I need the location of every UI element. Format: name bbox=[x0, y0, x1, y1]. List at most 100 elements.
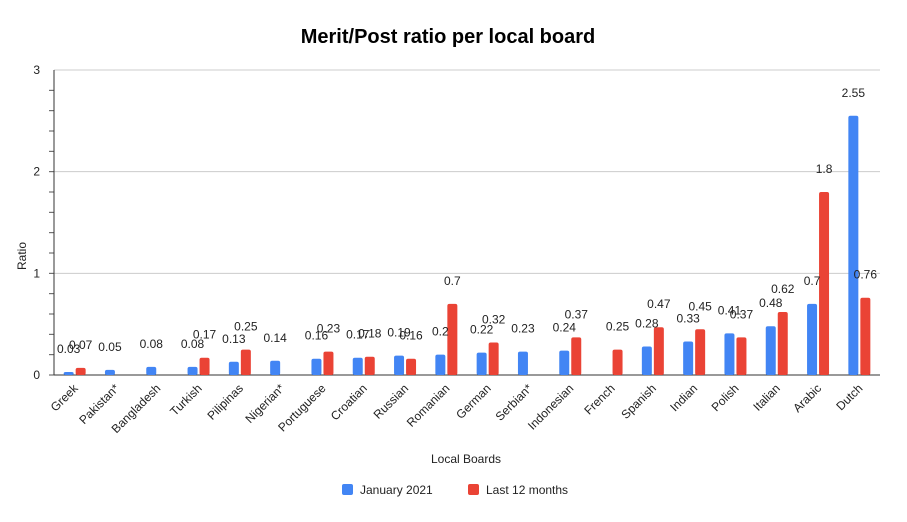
x-category-label: Russian bbox=[371, 381, 412, 422]
bar bbox=[476, 352, 487, 375]
gridlines bbox=[49, 69, 880, 376]
data-label: 0.32 bbox=[482, 312, 506, 326]
bar bbox=[228, 361, 239, 375]
data-label: 0.17 bbox=[346, 328, 370, 342]
bar bbox=[641, 346, 652, 375]
data-label: 0.19 bbox=[387, 326, 411, 340]
bar bbox=[406, 358, 417, 375]
bar bbox=[848, 115, 859, 375]
bar bbox=[571, 337, 582, 375]
bar bbox=[612, 349, 623, 375]
data-label: 0.62 bbox=[771, 282, 795, 296]
bar bbox=[653, 327, 664, 375]
data-label: 0.25 bbox=[606, 320, 630, 334]
bar bbox=[807, 303, 818, 375]
x-category-label: German bbox=[453, 381, 494, 422]
data-label: 0.23 bbox=[511, 322, 535, 336]
bar bbox=[517, 351, 528, 375]
data-label: 0.45 bbox=[688, 299, 712, 313]
x-category-label: Serbian* bbox=[493, 381, 536, 424]
y-tick-label: 1 bbox=[33, 266, 40, 280]
y-axis-ticks: 0 1 2 3 bbox=[33, 63, 40, 382]
legend: January 2021 Last 12 months bbox=[342, 483, 568, 497]
legend-swatch bbox=[342, 484, 353, 495]
x-category-label: Dutch bbox=[833, 381, 865, 413]
chart-title: Merit/Post ratio per local board bbox=[301, 26, 596, 48]
x-category-label: Pilipinas bbox=[204, 381, 246, 423]
bar bbox=[323, 351, 334, 375]
bar bbox=[364, 356, 375, 375]
bar bbox=[765, 326, 776, 375]
legend-label: January 2021 bbox=[360, 483, 433, 497]
data-label: 0.07 bbox=[69, 338, 93, 352]
x-category-label: Turkish bbox=[167, 381, 204, 418]
bar bbox=[488, 342, 499, 375]
data-label: 0.48 bbox=[759, 296, 783, 310]
bar bbox=[860, 297, 871, 375]
bars bbox=[63, 115, 871, 375]
x-category-label: Arabic bbox=[790, 381, 824, 415]
bar bbox=[75, 367, 86, 375]
y-axis-title: Ratio bbox=[15, 242, 29, 270]
data-label: 0.05 bbox=[98, 340, 122, 354]
bar bbox=[447, 303, 458, 375]
y-tick-label: 3 bbox=[33, 63, 40, 77]
bar bbox=[394, 355, 405, 375]
bar bbox=[199, 357, 210, 375]
data-label: 0.7 bbox=[804, 274, 821, 288]
data-label: 0.41 bbox=[718, 303, 742, 317]
bar bbox=[695, 329, 706, 375]
data-label: 0.03 bbox=[57, 342, 81, 356]
bar bbox=[352, 357, 363, 375]
data-labels: 0.030.07 0.05 0.08 0.080.17 0.130.250.14 0.16… bbox=[57, 86, 877, 356]
bar bbox=[187, 366, 198, 375]
data-label: 0.7 bbox=[444, 274, 461, 288]
x-category-label: Polish bbox=[709, 381, 742, 414]
data-label: 0.25 bbox=[234, 320, 258, 334]
bar bbox=[146, 366, 157, 375]
data-label: 0.2 bbox=[432, 325, 449, 339]
data-label: 2.55 bbox=[842, 86, 866, 100]
bar bbox=[63, 371, 74, 375]
bar bbox=[736, 337, 747, 375]
x-axis-title: Local Boards bbox=[431, 452, 501, 466]
data-label: 0.24 bbox=[553, 321, 577, 335]
data-label: 0.37 bbox=[730, 307, 754, 321]
data-label: 0.14 bbox=[263, 331, 287, 345]
data-label: 1.8 bbox=[816, 162, 833, 176]
y-tick-label: 0 bbox=[33, 368, 40, 382]
legend-swatch bbox=[468, 484, 479, 495]
y-tick-label: 2 bbox=[33, 165, 40, 179]
bar bbox=[724, 333, 735, 375]
data-label: 0.16 bbox=[305, 329, 329, 343]
data-label: 0.13 bbox=[222, 332, 246, 346]
data-label: 0.47 bbox=[647, 297, 671, 311]
bar bbox=[240, 349, 251, 375]
data-label: 0.33 bbox=[676, 311, 700, 325]
data-label: 0.23 bbox=[317, 322, 341, 336]
x-category-label: Croatian bbox=[328, 381, 370, 423]
bar bbox=[819, 192, 830, 375]
bar bbox=[683, 341, 694, 375]
bar bbox=[104, 369, 115, 375]
x-category-label: Romanian bbox=[404, 381, 453, 430]
data-label: 0.08 bbox=[181, 337, 205, 351]
bar bbox=[435, 354, 446, 375]
x-category-label: Indian bbox=[667, 381, 700, 414]
data-label: 0.76 bbox=[854, 268, 878, 282]
data-label: 0.08 bbox=[140, 337, 164, 351]
data-label: 0.16 bbox=[399, 329, 423, 343]
data-label: 0.17 bbox=[193, 328, 217, 342]
bar bbox=[311, 358, 322, 375]
bar bbox=[777, 311, 788, 375]
x-category-label: Spanish bbox=[618, 381, 659, 422]
legend-label: Last 12 months bbox=[486, 483, 568, 497]
data-label: 0.18 bbox=[358, 327, 382, 341]
data-label: 0.37 bbox=[565, 307, 589, 321]
x-category-label: Italian bbox=[750, 381, 783, 414]
x-category-label: Greek bbox=[48, 381, 82, 415]
x-category-label: French bbox=[581, 381, 617, 417]
data-label: 0.28 bbox=[635, 317, 659, 331]
